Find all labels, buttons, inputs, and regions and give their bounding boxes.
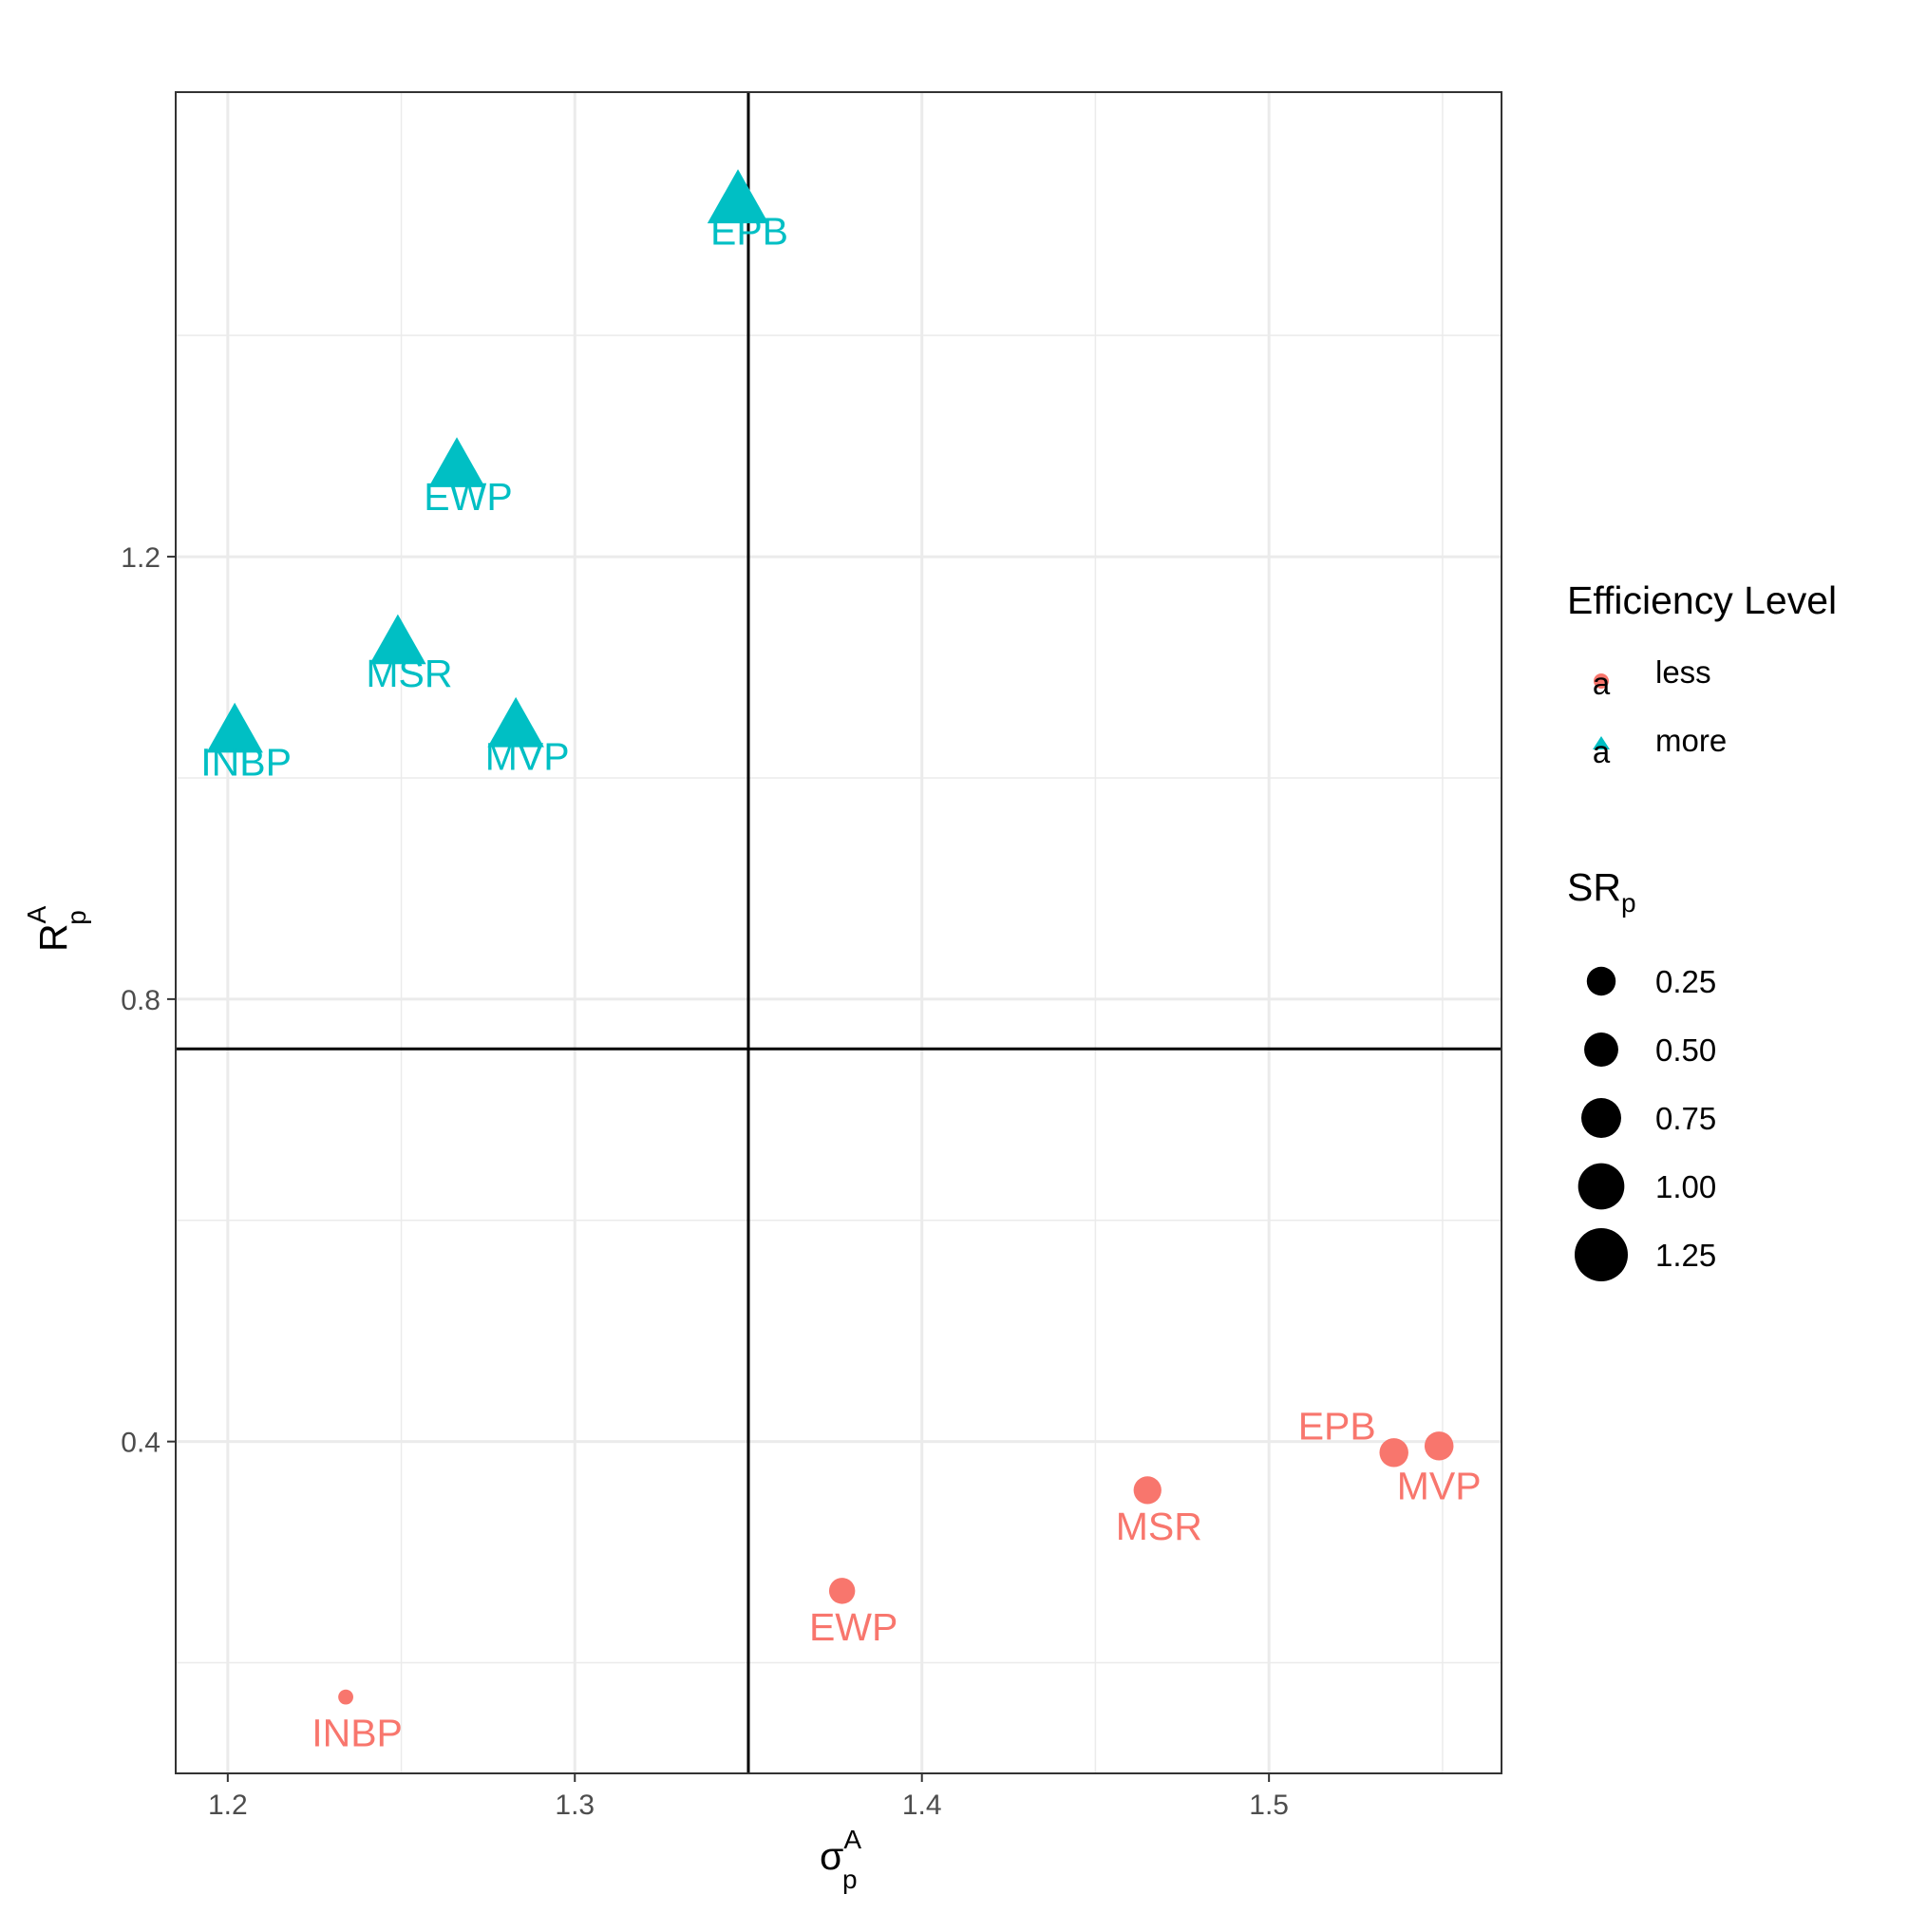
circle-point-epb [1379,1438,1408,1468]
legend-key-triangle [1593,736,1610,749]
point-label-less-epb: EPB [1298,1404,1376,1448]
legend-size-circle [1586,966,1616,996]
triangle-point-mvp [487,696,544,748]
panel-border [175,91,1502,1774]
legend-label-less: less [1655,654,1711,690]
y-axis-title-group: RA p [22,905,91,952]
point-labels: INBP EWP MSR EPB MVP INBP MSR MVP EWP EPB [200,209,1481,1754]
x-tick-label: 1.5 [1249,1790,1289,1821]
legend-size-label: 0.75 [1655,1101,1716,1136]
circle-point-msr [1133,1476,1162,1505]
point-label-more-inbp: INBP [200,740,292,784]
y-tick-label: 0.8 [121,985,161,1016]
plot-panel [175,91,1502,1774]
triangle-point-msr [369,614,426,665]
triangle-point-inbp [206,702,263,753]
legend-key-circle [1594,673,1609,689]
legend-size-circle [1575,1228,1628,1281]
triangle-point-epb [707,169,769,224]
x-tick-label: 1.4 [902,1790,942,1821]
point-label-more-ewp: EWP [424,475,512,519]
point-label-less-inbp: INBP [312,1712,403,1755]
axes: 1.2 1.3 1.4 1.5 0.4 0.8 1.2 σA p RA p [22,542,1289,1894]
point-label-more-epb: EPB [710,209,788,253]
circle-point-inbp [338,1689,353,1705]
legend-size-label: 0.50 [1655,1032,1716,1068]
y-axis-title: RA p [22,905,91,952]
point-label-less-mvp: MVP [1397,1464,1482,1507]
legend-size-circle [1584,1032,1618,1067]
y-tick-label: 1.2 [121,542,161,574]
legend-size-circle [1577,1163,1625,1210]
y-tick-label: 0.4 [121,1428,161,1459]
point-label-less-msr: MSR [1116,1505,1202,1548]
legend-key-glyph: a [1593,666,1611,701]
legend-title-sr: SRp [1567,865,1636,918]
legend-size-label: 1.00 [1655,1169,1716,1204]
legend-label-more: more [1655,723,1727,758]
legend-size-label: 0.25 [1655,964,1716,999]
point-label-more-msr: MSR [366,652,452,695]
triangle-point-ewp [428,437,485,487]
legend-key-glyph: a [1593,734,1611,769]
circle-point-mvp [1424,1431,1454,1461]
legend: Efficiency Level a less a more SRp 0.25 0.50 0.7… [1567,578,1837,1281]
circle-point-ewp [828,1578,856,1604]
x-tick-label: 1.3 [555,1790,595,1821]
x-axis-title: σA p [820,1825,861,1894]
panel-background [176,92,1502,1773]
legend-title-efficiency: Efficiency Level [1567,578,1837,622]
point-label-more-mvp: MVP [485,735,570,779]
legend-size-label: 1.25 [1655,1238,1716,1273]
x-tick-label: 1.2 [208,1790,248,1821]
data-points [206,169,1454,1705]
point-label-less-ewp: EWP [809,1605,897,1649]
legend-size-circle [1581,1098,1621,1138]
